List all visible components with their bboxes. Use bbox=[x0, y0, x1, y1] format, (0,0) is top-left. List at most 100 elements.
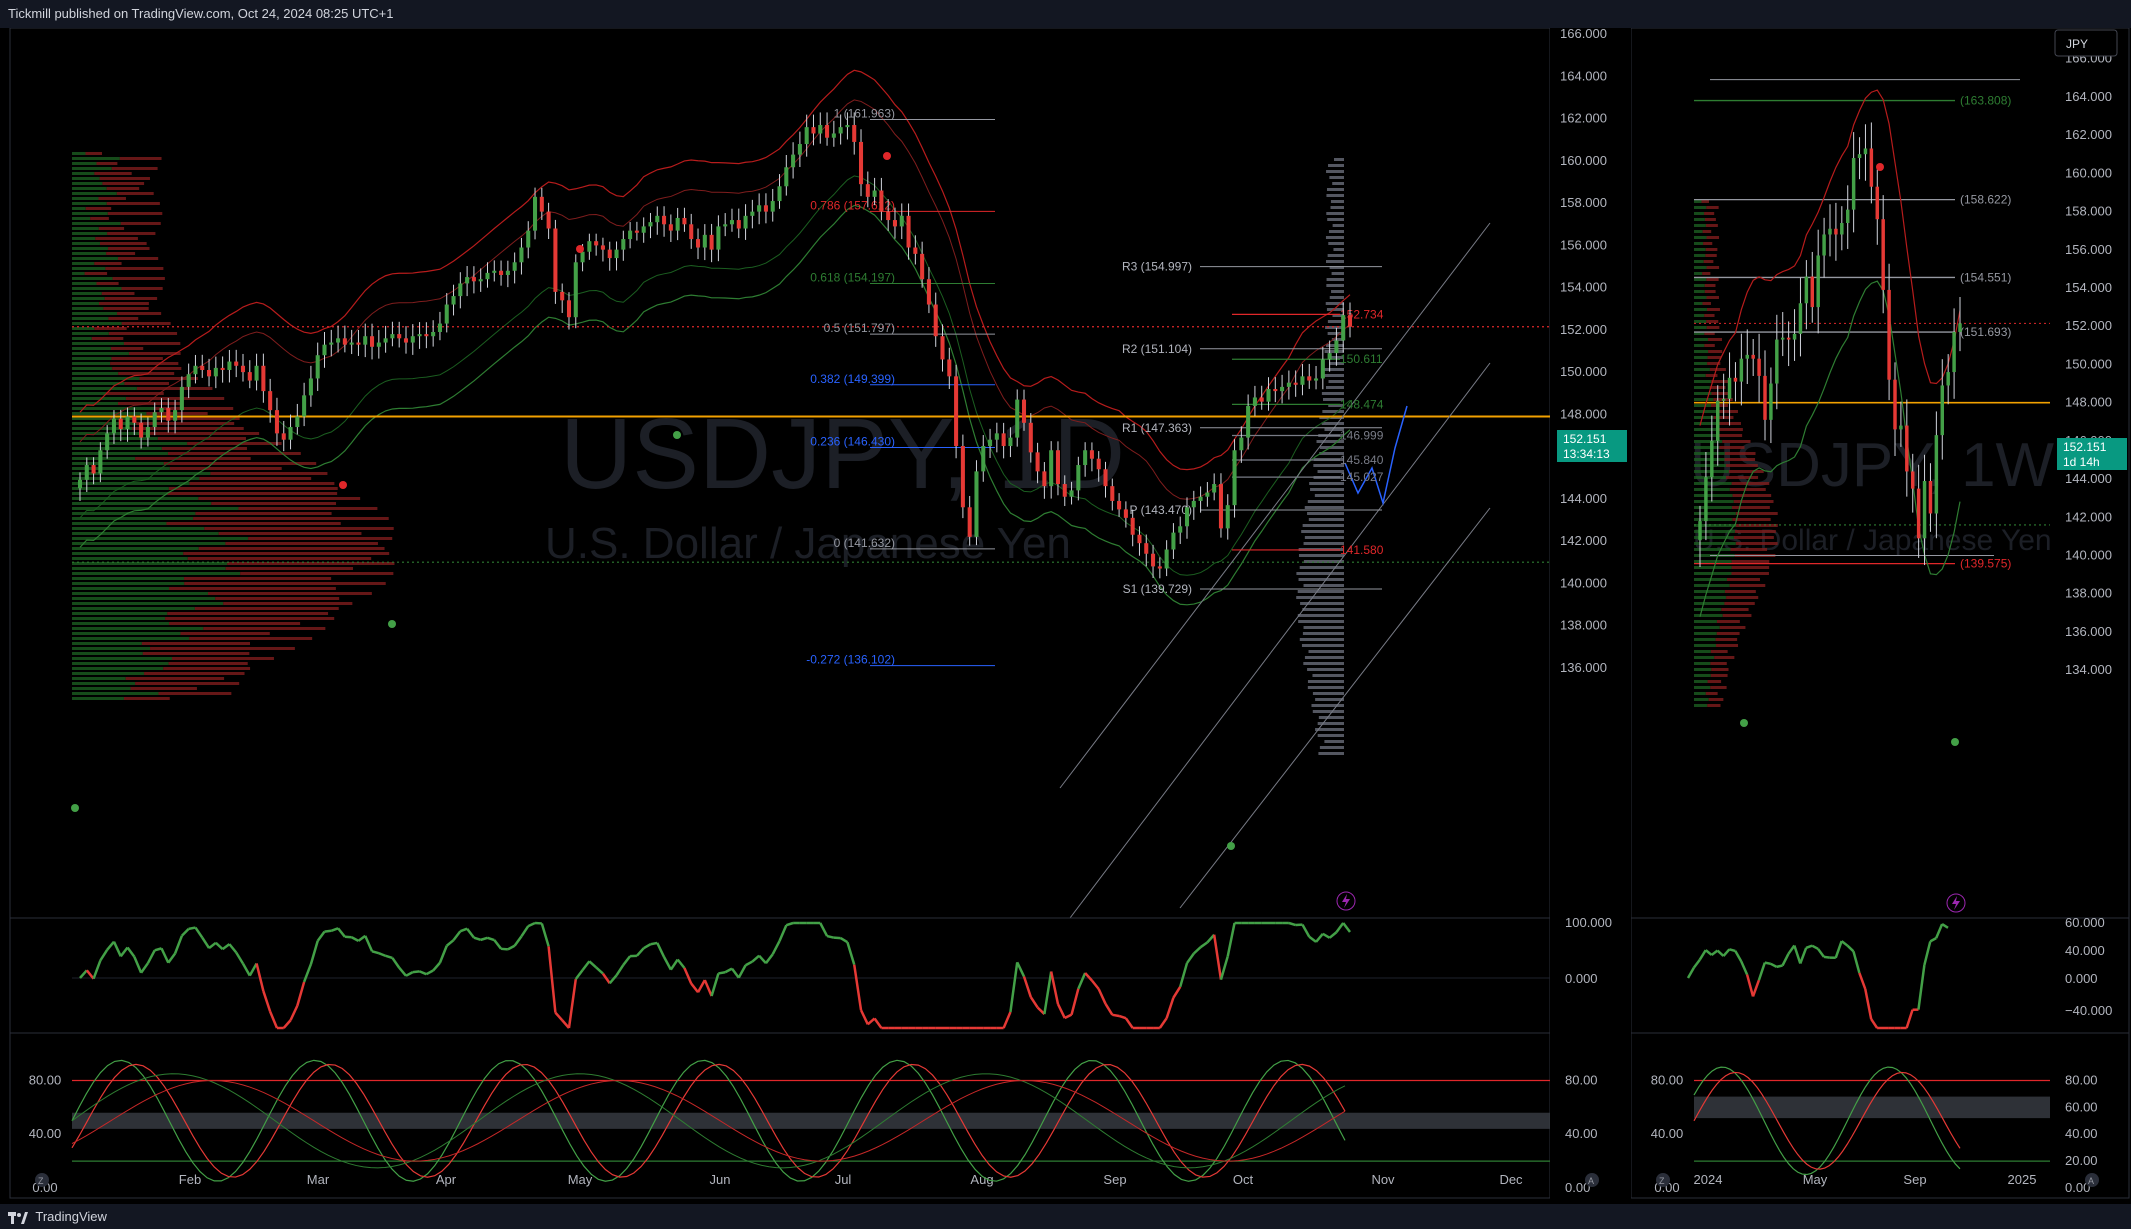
profile-bar bbox=[1301, 530, 1344, 533]
profile-bar bbox=[1332, 224, 1344, 227]
momentum-line bbox=[214, 941, 224, 951]
weekly-auto-button[interactable]: A bbox=[2085, 1173, 2099, 1187]
profile-bar bbox=[1694, 398, 1714, 401]
profile-bar bbox=[1331, 290, 1344, 293]
currency-badge[interactable]: JPY bbox=[2054, 29, 2118, 57]
momentum-line bbox=[1002, 1011, 1012, 1029]
profile-bar bbox=[72, 267, 106, 270]
momentum-line bbox=[1009, 962, 1019, 1013]
y-tick-label: 166.000 bbox=[1560, 28, 1607, 41]
momentum-line bbox=[1811, 944, 1819, 950]
candle-body bbox=[668, 224, 673, 231]
profile-bar bbox=[1694, 218, 1705, 221]
y-tick-label: 0.000 bbox=[2065, 971, 2098, 986]
candle-body bbox=[1347, 315, 1353, 327]
weekly-panel-frame bbox=[1630, 28, 2130, 1199]
y-tick-label: 158.000 bbox=[1560, 195, 1607, 210]
momentum-line bbox=[554, 1011, 564, 1022]
profile-bar bbox=[72, 312, 118, 315]
profile-bar bbox=[1694, 320, 1707, 323]
profile-bar bbox=[1694, 668, 1712, 671]
momentum-line bbox=[588, 960, 597, 969]
profile-bar bbox=[1694, 632, 1717, 635]
profile-bar bbox=[72, 507, 239, 510]
profile-bar bbox=[1694, 638, 1716, 641]
profile-bar bbox=[135, 422, 235, 425]
candle-body bbox=[1083, 450, 1088, 466]
candle-body bbox=[1757, 358, 1761, 376]
weekly-zoom-button[interactable]: Z bbox=[1656, 1173, 1670, 1187]
candle-body bbox=[1137, 534, 1142, 544]
svg-text:A: A bbox=[2088, 1176, 2094, 1186]
fib-label: -0.272 (136.102) bbox=[806, 653, 895, 667]
candle-body bbox=[818, 125, 823, 134]
profile-bar bbox=[1730, 548, 1768, 551]
lightning-icon[interactable] bbox=[1336, 891, 1356, 911]
profile-bar bbox=[189, 637, 313, 640]
profile-bar bbox=[1324, 740, 1344, 743]
momentum-line bbox=[540, 923, 550, 947]
profile-bar bbox=[1315, 698, 1344, 701]
profile-bar bbox=[72, 352, 129, 355]
profile-bar bbox=[1330, 206, 1344, 209]
daily-zoom-button[interactable]: Z bbox=[35, 1173, 49, 1187]
chart-canvas[interactable]: USDJPY, 1D U.S. Dollar / Japanese Yen US… bbox=[0, 28, 2131, 1204]
momentum-line bbox=[391, 957, 401, 969]
y-tick-label: 152.000 bbox=[2065, 318, 2112, 333]
profile-bar bbox=[141, 642, 251, 645]
candle-body bbox=[1232, 450, 1237, 506]
momentum-line bbox=[119, 946, 129, 958]
profile-bar bbox=[72, 407, 156, 410]
candle-body bbox=[920, 253, 925, 280]
profile-bar bbox=[142, 652, 250, 655]
momentum-line bbox=[248, 962, 258, 977]
level-label: 145.840 bbox=[1340, 453, 1384, 467]
candle-body bbox=[1021, 399, 1027, 423]
projection-path bbox=[1344, 405, 1408, 506]
profile-bar bbox=[203, 627, 326, 630]
fibonacci-retracement[interactable]: 1 (161.963) 0.786 (157.612) 0.618 (154.197… bbox=[806, 106, 995, 667]
lower-band bbox=[79, 204, 1351, 606]
profile-bar bbox=[167, 492, 338, 495]
profile-bar bbox=[155, 407, 234, 410]
profile-bar bbox=[1706, 296, 1719, 299]
candle-body bbox=[587, 241, 592, 252]
profile-bar bbox=[91, 337, 124, 340]
profile-bar bbox=[1708, 338, 1723, 341]
profile-bar bbox=[94, 172, 132, 175]
y-tick-label: 148.000 bbox=[2065, 395, 2112, 410]
profile-bar bbox=[168, 487, 338, 490]
candle-body bbox=[499, 270, 504, 275]
momentum-line bbox=[126, 946, 136, 958]
profile-bar bbox=[124, 382, 169, 385]
lightning-icon[interactable] bbox=[1946, 893, 1966, 913]
y-tick-label: 40.000 bbox=[2065, 943, 2105, 958]
candle-body bbox=[1273, 389, 1278, 392]
candle-body bbox=[960, 446, 965, 508]
candle-body bbox=[1280, 386, 1285, 392]
profile-bar bbox=[1694, 230, 1703, 233]
momentum-line bbox=[567, 979, 578, 1029]
profile-bar bbox=[72, 422, 136, 425]
daily-auto-button[interactable]: A bbox=[1585, 1173, 1599, 1187]
stoch-d-line bbox=[1693, 1071, 1961, 1170]
profile-bar bbox=[1722, 440, 1751, 443]
daily-symbol-watermark: USDJPY, 1D bbox=[560, 398, 1125, 510]
profile-bar bbox=[1319, 416, 1344, 419]
profile-bar bbox=[167, 452, 301, 455]
profile-bar bbox=[72, 562, 228, 565]
momentum-line bbox=[1084, 972, 1093, 982]
momentum-line bbox=[351, 936, 360, 942]
momentum-line bbox=[425, 969, 434, 976]
profile-bar bbox=[215, 597, 340, 600]
level-label: (163.808) bbox=[1960, 94, 2011, 108]
momentum-line bbox=[737, 964, 747, 979]
candle-body bbox=[1828, 228, 1832, 235]
tradingview-logo-icon bbox=[8, 1211, 28, 1224]
candle-body bbox=[1314, 378, 1319, 381]
profile-bar bbox=[96, 282, 119, 285]
stoch-slow-k bbox=[71, 1073, 1346, 1169]
profile-bar bbox=[1694, 272, 1703, 275]
profile-bar bbox=[132, 427, 244, 430]
candle-body bbox=[1822, 234, 1826, 256]
